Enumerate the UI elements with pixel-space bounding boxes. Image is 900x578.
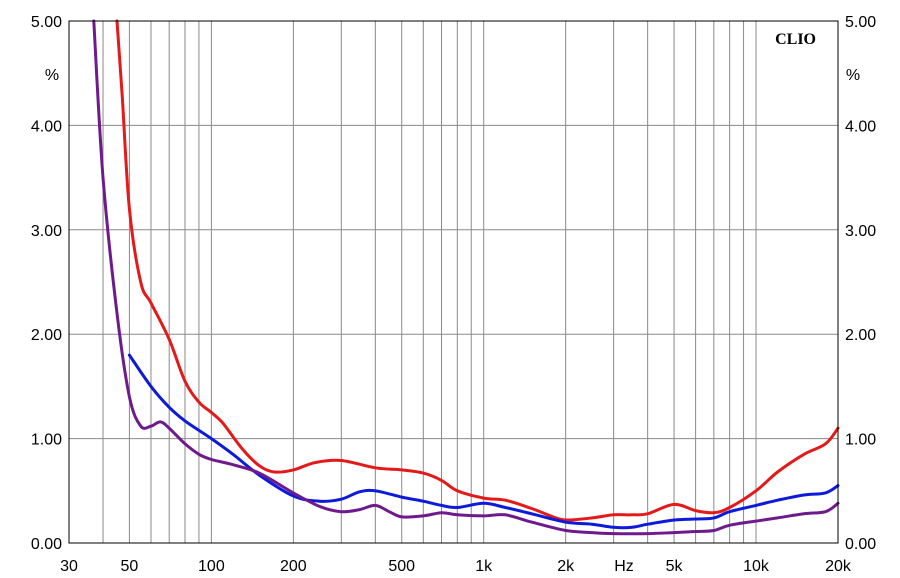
x-tick-labels: 30 50 100 200 500 1k 2k 5k 10k 20k — [60, 558, 852, 575]
y-tick-label-left: 4.00 — [31, 118, 62, 135]
y-tick-label-right: 2.00 — [845, 327, 876, 344]
x-tick-label: 1k — [475, 558, 493, 575]
y-tick-label-left: 3.00 — [31, 223, 62, 240]
x-tick-label: 20k — [825, 558, 852, 575]
series-line-2 — [127, 353, 840, 530]
series-line-3 — [92, 19, 840, 536]
x-tick-label: 50 — [121, 558, 139, 575]
y-tick-labels-left: 0.00 1.00 2.00 3.00 4.00 5.00 — [31, 14, 62, 553]
x-tick-label: 100 — [198, 558, 225, 575]
x-tick-label: 30 — [60, 558, 78, 575]
y-tick-label-left: 2.00 — [31, 327, 62, 344]
x-tick-label: 200 — [280, 558, 307, 575]
x-tick-label: 500 — [388, 558, 415, 575]
y-tick-label-left: 1.00 — [31, 432, 62, 449]
y-tick-labels-right: 0.00 1.00 2.00 3.00 4.00 5.00 — [845, 14, 876, 553]
y-unit-right: % — [846, 67, 860, 84]
series-line-1 — [115, 19, 840, 522]
brand-label: CLIO — [775, 31, 816, 48]
x-unit: Hz — [614, 558, 634, 575]
y-tick-label-right: 1.00 — [845, 432, 876, 449]
y-tick-label-right: 4.00 — [845, 118, 876, 135]
x-tick-label: 5k — [666, 558, 684, 575]
y-tick-label-left: 0.00 — [31, 536, 62, 553]
grid — [69, 21, 838, 543]
y-unit-left: % — [45, 67, 59, 84]
y-tick-label-right: 5.00 — [845, 14, 876, 31]
y-tick-label-left: 5.00 — [31, 14, 62, 31]
y-tick-label-right: 3.00 — [845, 223, 876, 240]
series-layer — [92, 19, 840, 536]
plot-frame — [68, 20, 839, 544]
x-tick-label: 2k — [557, 558, 575, 575]
y-tick-label-right: 0.00 — [845, 536, 876, 553]
x-tick-label: 10k — [743, 558, 770, 575]
